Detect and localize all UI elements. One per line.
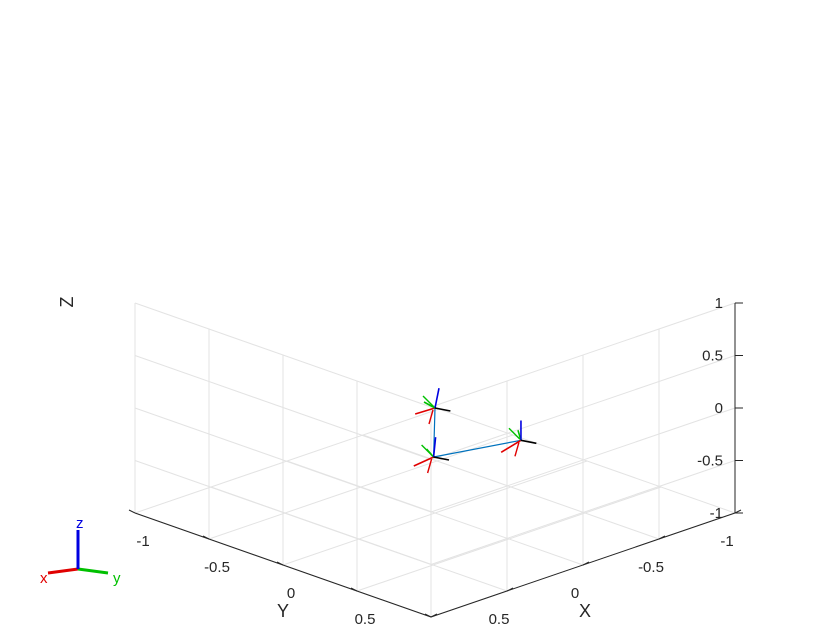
triad-y-label: y [113, 570, 121, 587]
frame-2 [413, 437, 450, 474]
y-tick-label: -0.5 [638, 559, 664, 576]
y-tick-mark [734, 509, 742, 514]
z-tick-label: 0.5 [702, 348, 723, 365]
x-tick-mark [276, 561, 284, 566]
grid-line [430, 302, 736, 408]
x-tick-label: 0.5 [355, 611, 376, 628]
z-tick-label: 0 [715, 400, 723, 417]
tick-labels: 10.50-0.5-1-1-0.500.5110.50-0.5-1 [136, 295, 733, 628]
series-line-1 [432, 407, 522, 458]
x-tick-mark [128, 509, 136, 514]
frame-x2-axis [426, 458, 433, 474]
z-tick-label: 1 [715, 295, 723, 312]
y-tick-mark [658, 535, 666, 540]
frame-x-axis [414, 407, 436, 415]
triad-y-axis [77, 567, 109, 575]
frame-3 [500, 420, 537, 457]
grid-line [430, 460, 736, 565]
frame-x-axis [413, 456, 434, 467]
frame-y2-axis [422, 395, 435, 408]
frame-x-axis [500, 439, 522, 453]
frame-y2-axis [421, 444, 434, 457]
x-tick-label: -0.5 [204, 559, 230, 576]
x-tick-label: -1 [136, 533, 149, 550]
x-tick-mark [424, 613, 432, 618]
axis-lines [128, 302, 743, 618]
frame-base-axis [434, 407, 451, 412]
frame-z-axis [434, 388, 440, 409]
coordinate-frames [413, 388, 537, 474]
y-axis-title: Y [277, 601, 289, 621]
x-axis-title: X [579, 601, 591, 621]
grid-line [134, 407, 432, 513]
triad-z-label: z [76, 515, 84, 532]
z-tick-label: -1 [710, 505, 723, 522]
grid-line [430, 407, 736, 513]
frame-1 [414, 388, 451, 425]
grid-line [134, 302, 432, 408]
triad-x-label: x [40, 570, 48, 587]
y-tick-label: 0 [571, 585, 579, 602]
y-tick-mark [506, 587, 514, 592]
y-tick-mark [430, 613, 438, 618]
grid-lines [134, 302, 736, 618]
orientation-triad: x y z [40, 515, 121, 587]
frame-x2-axis [428, 409, 434, 425]
grid-line [430, 355, 736, 460]
frame-y2-axis [508, 427, 521, 440]
grid-line [438, 408, 736, 514]
y-tick-label: 0.5 [489, 611, 510, 628]
frame-z-axis [432, 437, 437, 458]
x-tick-mark [202, 535, 210, 540]
z-tick-label: -0.5 [697, 453, 723, 470]
grid-line [134, 460, 432, 565]
triad-x-axis [47, 567, 79, 575]
series-lines [432, 407, 522, 458]
grid-line [362, 434, 660, 540]
x-tick-mark [350, 587, 358, 592]
frame-base-axis [433, 456, 450, 461]
frame-x2-axis [514, 442, 520, 457]
y-tick-label: -1 [720, 533, 733, 550]
z-axis-title: Z [57, 297, 77, 308]
grid-line [134, 355, 432, 460]
x-tick-label: 0 [287, 585, 295, 602]
frame-base-axis [520, 439, 537, 445]
y-tick-mark [582, 561, 590, 566]
